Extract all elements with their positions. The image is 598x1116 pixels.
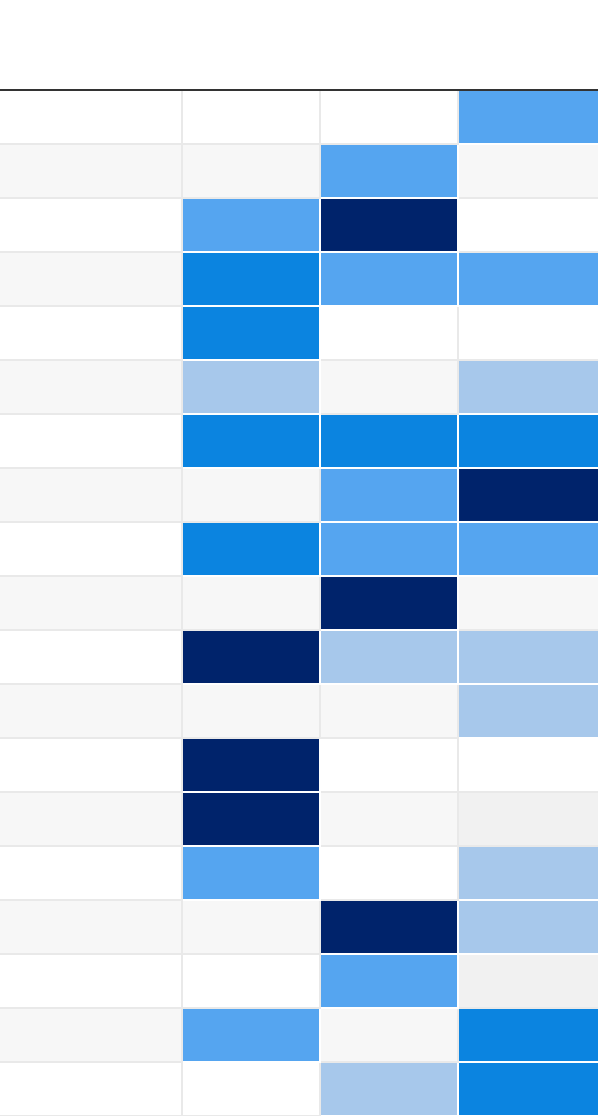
heatmap-cell (321, 631, 459, 685)
heatmap-cell (459, 199, 598, 253)
heatmap-cell (459, 523, 598, 577)
table-row (0, 577, 598, 631)
heatmap-cell (459, 739, 598, 793)
heatmap-cell (459, 469, 598, 523)
heatmap-cell (321, 847, 459, 901)
table-row (0, 847, 598, 901)
table-row (0, 739, 598, 793)
heatmap-cell (459, 631, 598, 685)
table-row (0, 1063, 598, 1116)
row-label-cell (0, 361, 183, 415)
heatmap-cell (459, 577, 598, 631)
row-label-cell (0, 793, 183, 847)
row-label-cell (0, 1063, 183, 1116)
row-label-cell (0, 307, 183, 361)
heatmap-cell (321, 523, 459, 577)
heatmap-cell (321, 91, 459, 145)
heatmap-cell (459, 685, 598, 739)
table-row (0, 685, 598, 739)
row-label-cell (0, 253, 183, 307)
heatmap-cell (459, 955, 598, 1009)
heatmap-cell (459, 91, 598, 145)
heatmap-cell (321, 415, 459, 469)
table-row (0, 523, 598, 577)
heatmap-cell (183, 847, 321, 901)
heatmap-cell (183, 523, 321, 577)
heatmap-cell (459, 1009, 598, 1063)
table-row (0, 361, 598, 415)
heatmap-cell (183, 1009, 321, 1063)
heatmap-cell (321, 145, 459, 199)
heatmap-cell (459, 1063, 598, 1116)
row-label-cell (0, 469, 183, 523)
header-divider (0, 89, 598, 91)
heatmap-cell (321, 307, 459, 361)
heatmap-cell (183, 361, 321, 415)
heatmap-cell (183, 739, 321, 793)
row-label-cell (0, 415, 183, 469)
heatmap-cell (183, 469, 321, 523)
heatmap-cell (459, 415, 598, 469)
row-label-cell (0, 577, 183, 631)
heatmap-cell (183, 955, 321, 1009)
heatmap-cell (459, 901, 598, 955)
table-row (0, 145, 598, 199)
table-row (0, 307, 598, 361)
row-label-cell (0, 1009, 183, 1063)
heatmap-cell (183, 1063, 321, 1116)
heatmap-cell (459, 145, 598, 199)
heatmap-cell (321, 469, 459, 523)
heatmap-cell (321, 901, 459, 955)
table-header (0, 0, 598, 90)
row-label-cell (0, 685, 183, 739)
heatmap-cell (459, 361, 598, 415)
table-row (0, 253, 598, 307)
heatmap-cell (321, 577, 459, 631)
table-row (0, 793, 598, 847)
heatmap-cell (183, 793, 321, 847)
row-label-cell (0, 847, 183, 901)
row-label-cell (0, 523, 183, 577)
heatmap-cell (321, 793, 459, 847)
heatmap-cell (321, 1009, 459, 1063)
row-label-cell (0, 145, 183, 199)
heatmap-cell (183, 415, 321, 469)
row-label-cell (0, 91, 183, 145)
heatmap-cell (183, 685, 321, 739)
row-label-cell (0, 739, 183, 793)
heatmap-cell (183, 631, 321, 685)
heatmap-cell (321, 685, 459, 739)
table-row (0, 631, 598, 685)
table-row (0, 415, 598, 469)
heatmap-cell (321, 199, 459, 253)
heatmap-cell (321, 361, 459, 415)
table-row (0, 1009, 598, 1063)
table-row (0, 199, 598, 253)
heatmap-cell (321, 253, 459, 307)
heatmap-grid (0, 91, 598, 1116)
row-label-cell (0, 955, 183, 1009)
row-label-cell (0, 901, 183, 955)
row-label-cell (0, 631, 183, 685)
row-label-cell (0, 199, 183, 253)
heatmap-cell (183, 199, 321, 253)
table-row (0, 901, 598, 955)
heatmap-cell (321, 739, 459, 793)
heatmap-cell (183, 901, 321, 955)
heatmap-cell (459, 307, 598, 361)
heatmap-cell (183, 307, 321, 361)
heatmap-cell (459, 847, 598, 901)
heatmap-cell (183, 577, 321, 631)
heatmap-cell (183, 145, 321, 199)
table-row (0, 91, 598, 145)
heatmap-cell (321, 955, 459, 1009)
heatmap-cell (459, 253, 598, 307)
heatmap-cell (183, 253, 321, 307)
heatmap-cell (183, 91, 321, 145)
table-row (0, 469, 598, 523)
table-row (0, 955, 598, 1009)
heatmap-cell (459, 793, 598, 847)
heatmap-cell (321, 1063, 459, 1116)
